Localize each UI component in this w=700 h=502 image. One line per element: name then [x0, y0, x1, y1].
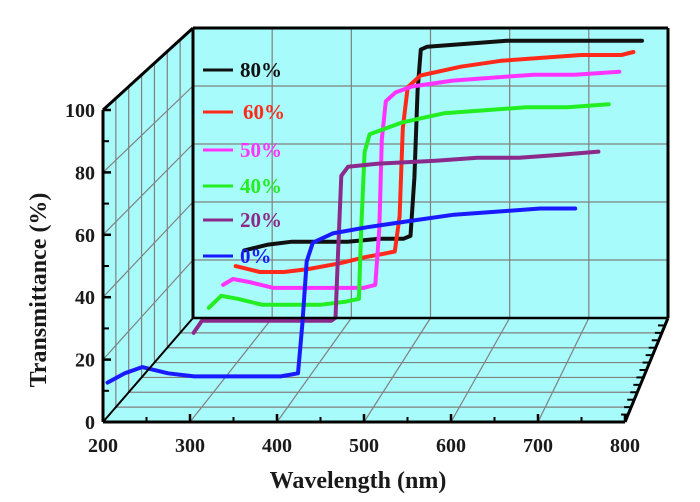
x-tick-label: 800 — [610, 435, 640, 457]
floor-gridline-depth — [189, 317, 273, 423]
side-wall-gridline — [102, 143, 194, 236]
x-tick-label: 200 — [88, 435, 118, 457]
y-tick-label: 100 — [65, 100, 95, 122]
series-line-0pct — [105, 206, 578, 385]
x-tick-label: 500 — [349, 435, 379, 457]
floor-gridline-depth — [450, 317, 511, 423]
floor — [103, 318, 668, 422]
chart-legend: 80% 60% 50% 40% 20% 0% — [203, 58, 285, 268]
y-axis-title: Transmittance (%) — [26, 193, 52, 388]
chart-grid — [102, 28, 668, 423]
legend-label: 80% — [240, 58, 282, 82]
y-tick-label: 40 — [75, 287, 95, 309]
x-tick-label: 700 — [523, 435, 553, 457]
side-top-edge — [101, 26, 195, 112]
legend-label: 50% — [240, 138, 282, 162]
chart-series — [105, 38, 644, 385]
floor-gridline-depth — [537, 317, 590, 423]
side-wall-gridline — [102, 85, 194, 173]
legend-label: 40% — [240, 174, 282, 198]
series-line-40pct — [206, 102, 611, 310]
side-wall-gridline — [102, 259, 194, 361]
x-tick-label: 600 — [436, 435, 466, 457]
series-line-50pct — [221, 69, 622, 290]
legend-label: 20% — [240, 208, 282, 232]
y-tick-label: 20 — [75, 350, 95, 372]
floor-gridline-depth — [363, 317, 432, 423]
side-wall — [103, 28, 193, 422]
x-axis-title: Wavelength (nm) — [270, 468, 447, 494]
legend-label: 60% — [243, 100, 285, 124]
series-line-60pct — [233, 50, 636, 274]
y-tick-label: 80 — [75, 162, 95, 184]
legend-label: 0% — [240, 244, 272, 268]
y-tick-label: 60 — [75, 225, 95, 247]
floor-gridline-depth — [276, 317, 352, 423]
y-tick-label: 0 — [85, 412, 95, 434]
series-line-20pct — [191, 149, 601, 335]
floor-left-edge — [102, 317, 194, 423]
x-tick-label: 400 — [262, 435, 292, 457]
x-tick-label: 300 — [175, 435, 205, 457]
chart-ticks: 0 20 40 60 80 100 200 300 400 500 600 700 800 — [65, 100, 665, 457]
side-wall-gridline — [102, 201, 194, 298]
